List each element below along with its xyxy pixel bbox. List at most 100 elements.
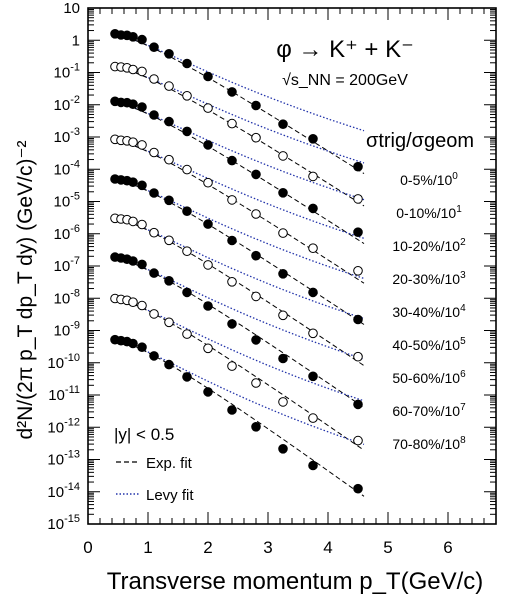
data-point <box>182 287 192 298</box>
y-tick-label: 10-9 <box>54 320 80 340</box>
levy-fit-curve <box>111 100 365 201</box>
data-point <box>203 140 213 150</box>
data-point <box>149 351 159 361</box>
data-point <box>137 219 147 230</box>
data-point <box>251 132 261 143</box>
y-tick-label: 10-13 <box>47 449 80 469</box>
data-point <box>308 203 318 214</box>
series-label: 60-70%/107 <box>392 402 466 419</box>
data-point <box>227 405 237 415</box>
y-tick-label: 10-15 <box>47 513 80 533</box>
data-point <box>353 194 363 204</box>
y-tick-label: 10-14 <box>47 481 80 501</box>
data-point <box>128 32 138 42</box>
data-point <box>278 353 288 364</box>
data-point <box>164 49 174 59</box>
data-point <box>278 444 288 454</box>
data-point <box>128 177 138 187</box>
data-point <box>203 387 213 397</box>
data-point <box>251 209 261 219</box>
data-point <box>308 328 318 339</box>
series-label: 30-40%/104 <box>392 303 466 320</box>
data-point <box>164 317 174 328</box>
exp-fit-curve <box>111 100 365 245</box>
data-point <box>353 483 363 494</box>
data-point <box>182 91 192 101</box>
data-point <box>278 151 288 161</box>
data-point <box>227 319 237 329</box>
data-point <box>203 343 213 354</box>
exp-fit-curve <box>111 177 365 325</box>
x-tick-label: 4 <box>323 538 332 557</box>
y-tick-label: 10-11 <box>48 384 80 404</box>
data-point <box>278 119 288 129</box>
data-point <box>227 155 237 166</box>
data-point <box>251 250 261 261</box>
data-point <box>278 228 288 238</box>
data-point <box>182 126 192 137</box>
series-label: 10-20%/102 <box>392 237 466 254</box>
y-tick-label: 10-10 <box>47 352 80 372</box>
data-point <box>182 164 192 175</box>
x-tick-label: 3 <box>263 538 272 557</box>
levy-fit-label: Levy fit <box>146 487 194 504</box>
data-point <box>182 58 192 69</box>
y-tick-label: 10-4 <box>54 158 80 178</box>
data-point <box>251 291 261 302</box>
chart-subtitle: √s_NN = 200GeV <box>282 72 408 89</box>
data-point <box>353 435 363 446</box>
data-point <box>164 116 174 127</box>
data-point <box>353 314 363 325</box>
data-point <box>278 397 288 407</box>
y-tick-label: 10 <box>63 0 80 17</box>
levy-fit-curve <box>111 216 365 320</box>
data-point <box>164 276 174 286</box>
series-label: 0-5%/100 <box>400 171 458 188</box>
data-point <box>278 310 288 321</box>
data-point <box>353 161 363 172</box>
data-point <box>149 227 159 238</box>
exp-fit-curve <box>111 216 365 367</box>
data-point <box>164 81 174 91</box>
data-point <box>137 180 147 191</box>
data-point <box>251 100 261 111</box>
levy-fit-curve <box>111 137 365 239</box>
x-tick-label: 1 <box>143 538 152 557</box>
levy-fit-curve <box>111 255 365 360</box>
data-point <box>203 103 213 113</box>
y-tick-label: 10-7 <box>54 255 80 275</box>
chart-title: φ → K⁺ + K⁻ <box>276 36 414 63</box>
data-point <box>203 260 213 270</box>
data-point <box>203 219 213 229</box>
data-point <box>203 177 213 188</box>
data-point <box>128 64 138 75</box>
exp-fit-curve <box>111 255 365 408</box>
fit-curves <box>111 32 365 497</box>
y-tick-label: 10-5 <box>54 191 80 211</box>
data-point <box>353 227 363 237</box>
data-point <box>278 188 288 198</box>
series-label: 70-80%/108 <box>392 435 466 452</box>
data-point <box>353 399 363 410</box>
data-point <box>203 301 213 311</box>
series-label: 20-30%/103 <box>392 270 466 287</box>
data-point <box>128 216 138 227</box>
y-tick-label: 10-1 <box>54 62 80 82</box>
data-point <box>149 74 159 84</box>
data-point <box>227 235 237 246</box>
exp-fit-curve <box>111 138 365 284</box>
data-point <box>182 372 192 382</box>
data-point <box>137 342 147 353</box>
data-point <box>308 460 318 471</box>
data-point <box>308 134 318 144</box>
data-point <box>227 118 237 129</box>
data-point <box>149 110 159 120</box>
x-axis-title: Transverse momentum p_T(GeV/c) <box>107 568 484 595</box>
legend-header: σtrig/σgeom <box>366 130 474 152</box>
data-points <box>110 29 363 494</box>
y-tick-label: 10-12 <box>47 416 80 436</box>
data-point <box>353 351 363 362</box>
data-point <box>149 42 159 53</box>
data-point <box>227 87 237 97</box>
data-point <box>182 246 192 256</box>
